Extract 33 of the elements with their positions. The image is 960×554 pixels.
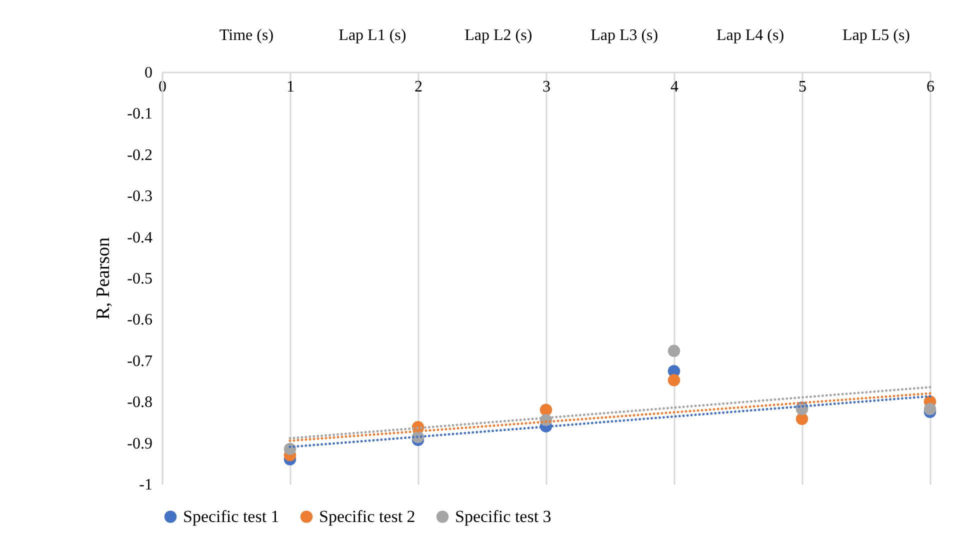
legend-label: Specific test 3	[455, 506, 552, 526]
x-tick-label: 2	[414, 78, 422, 96]
y-tick-label: 0	[144, 64, 152, 82]
text: Lap L5 (s)	[842, 27, 910, 44]
legend-label: Specific test 1	[183, 506, 280, 526]
y-tick-label: -0.8	[127, 394, 152, 412]
x-tick-label: 0	[158, 78, 166, 96]
y-tick-label: -0.4	[127, 229, 152, 246]
y-tick-label: -0.6	[127, 312, 152, 329]
point	[668, 344, 680, 358]
point	[540, 404, 552, 416]
point	[924, 402, 936, 416]
x-tick-label: 1	[286, 78, 294, 96]
y-tick-label: -0.1	[127, 106, 152, 123]
text: Lap L1 (s)	[338, 27, 406, 44]
y-tick-label: -0.5	[127, 270, 152, 288]
y-tick-label: -1	[139, 476, 152, 494]
point	[668, 374, 680, 386]
y-axis-title: R, Pearson	[93, 236, 114, 320]
legend-label: Specific test 2	[319, 506, 416, 526]
y-tick-label: -0.7	[127, 352, 152, 370]
text: Lap L2 (s)	[464, 27, 532, 44]
x-tick-label: 3	[542, 78, 550, 96]
x-tick-label: 5	[798, 78, 806, 96]
text: Lap L4 (s)	[716, 27, 784, 44]
text: Time (s)	[219, 27, 274, 44]
y-tick-label: -0.2	[127, 146, 152, 164]
point	[284, 442, 296, 456]
y-tick-label: -0.3	[127, 188, 152, 206]
text: Lap L3 (s)	[590, 27, 658, 44]
y-tick-label: -0.9	[127, 435, 152, 452]
x-tick-label: 6	[926, 78, 934, 96]
x-tick-label: 4	[670, 78, 678, 96]
